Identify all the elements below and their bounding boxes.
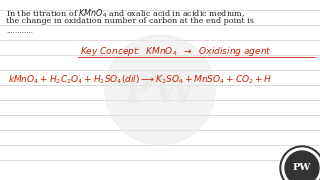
Text: $kMnO_4 + H_2C_2O_4 + H_2SO_4(dil) \longrightarrow K_2SO_4 + MnSO_4 + CO_2 + H$: $kMnO_4 + H_2C_2O_4 + H_2SO_4(dil) \long… (8, 73, 272, 85)
Circle shape (282, 148, 320, 180)
Circle shape (105, 35, 215, 145)
Text: Key Concept:  $KMnO_4$  $\rightarrow$  Oxidising agent: Key Concept: $KMnO_4$ $\rightarrow$ Oxid… (80, 45, 272, 58)
Text: ............: ............ (6, 27, 33, 35)
Text: the change in oxidation number of carbon at the end point is: the change in oxidation number of carbon… (6, 17, 254, 25)
Text: PW: PW (293, 163, 311, 172)
Circle shape (285, 151, 319, 180)
Circle shape (280, 146, 320, 180)
Text: In the titration of $KMnO_4$ and oxalic acid in acidic medium,: In the titration of $KMnO_4$ and oxalic … (6, 7, 245, 19)
Text: PW: PW (124, 73, 196, 111)
